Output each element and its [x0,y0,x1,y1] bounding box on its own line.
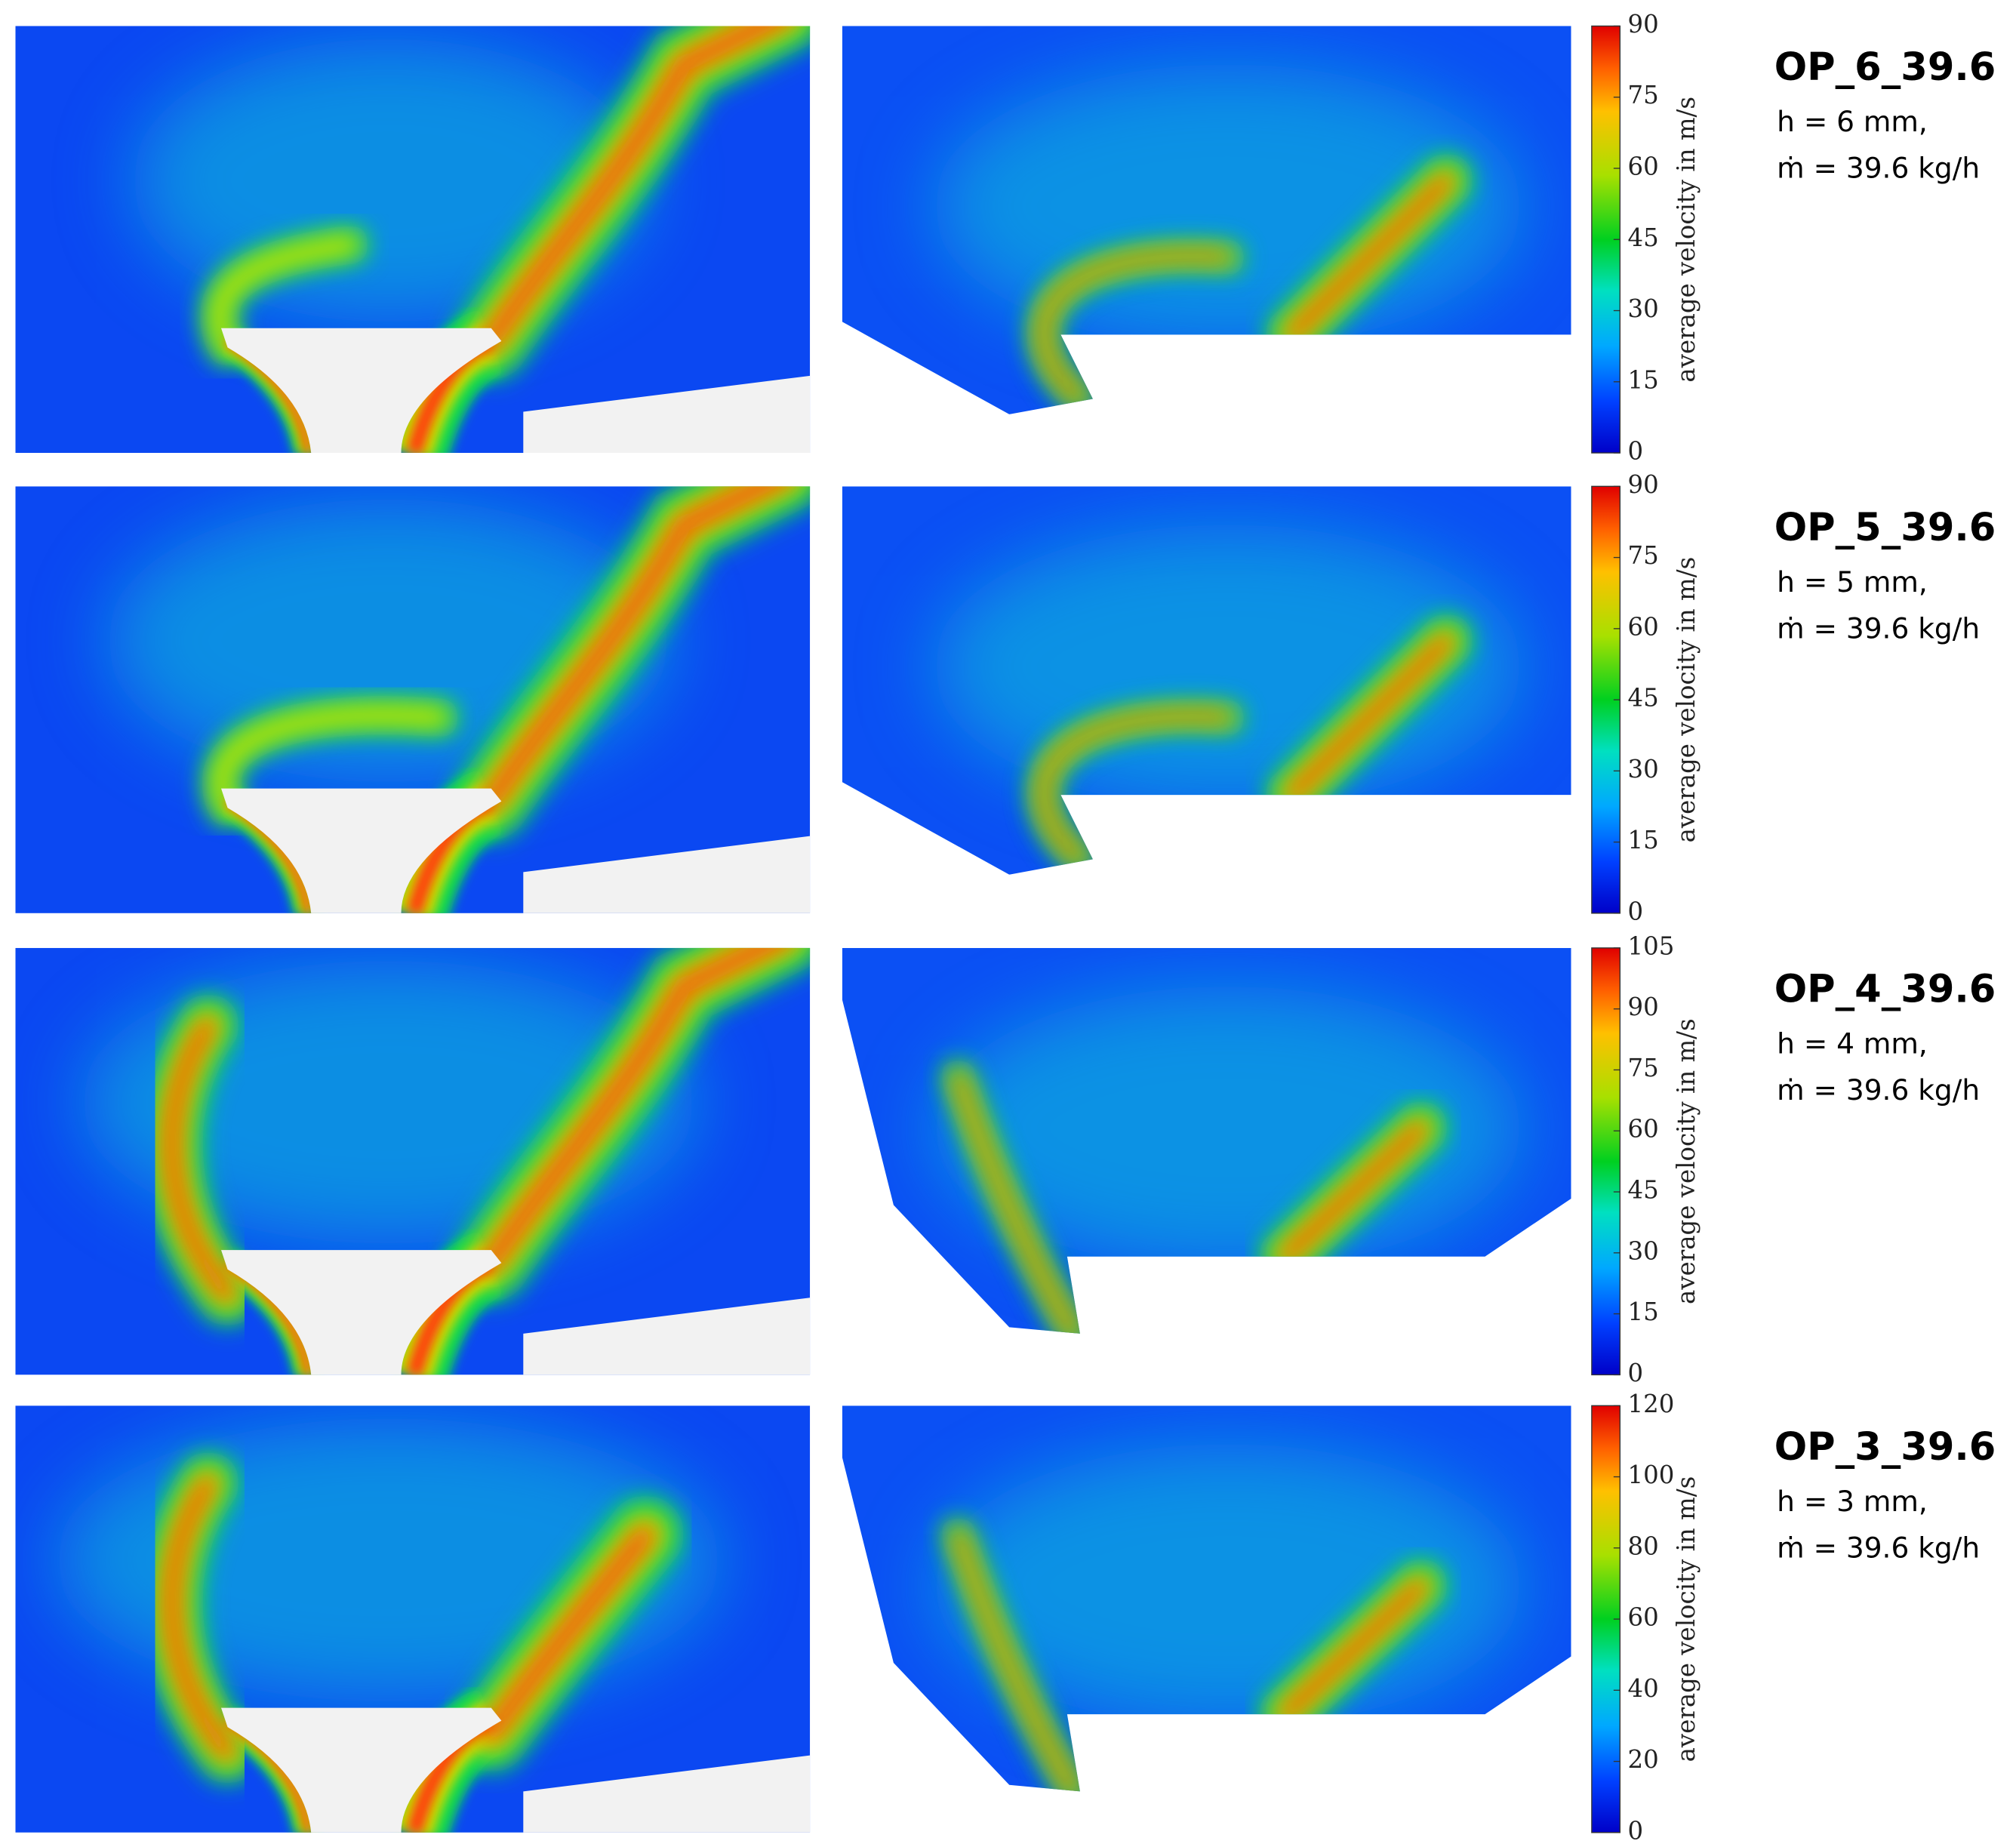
colorbar-tick-label: 100 [1628,1461,1675,1489]
left-field [15,1405,811,1833]
colorbar-tick-label: 45 [1628,223,1659,252]
jet [1039,251,1233,403]
colorbar-tick-label: 15 [1628,1298,1659,1326]
colorbar-tick-label: 80 [1628,1531,1659,1560]
wall [523,1298,811,1375]
colorbar-tick-label: 90 [1628,993,1659,1021]
jet [1285,634,1453,802]
colorbar-tick-label: 20 [1628,1745,1659,1774]
left-field [15,486,811,913]
colorbar-tick-label: 60 [1628,1603,1659,1632]
case-height: h = 6 mm, [1777,105,1928,138]
right-field-clip [842,486,1571,875]
colorbar-tick-label: 60 [1628,1115,1659,1144]
colorbar-label: average velocity in m/s [1672,97,1701,383]
row: 0 15 30 45 60 75 90 105 average velocity in m/s O… [15,931,1996,1387]
case-title: OP_6_39.6 [1774,45,1996,90]
left-field-clip [15,486,811,913]
jet [165,1017,235,1303]
jet [482,947,782,1273]
case-mass-flow: ṁ = 39.6 kg/h [1777,152,1980,185]
jet [210,704,451,819]
colorbar [1591,947,1621,1376]
colorbar-tick-label: 30 [1628,755,1659,783]
jet [1279,1579,1427,1721]
colorbar-tick-label: 60 [1628,152,1659,181]
wall [523,1755,811,1833]
row: 0 15 30 45 60 75 90 average velocity in m/s OP_6… [15,10,1996,466]
wall [523,836,811,913]
colorbar-tick-label: 0 [1628,1816,1644,1845]
left-field-clip [15,1405,811,1833]
case-title: OP_4_39.6 [1774,967,1996,1011]
row: 0 15 30 45 60 75 90 average velocity in m/s OP_5… [15,470,1996,925]
nozzle [220,1250,502,1375]
case-mass-flow: ṁ = 39.6 kg/h [1777,1073,1980,1107]
jet [953,1530,1078,1792]
colorbar-tick-label: 75 [1628,1054,1659,1082]
colorbar-tick-label: 75 [1628,541,1659,570]
case-mass-flow: ṁ = 39.6 kg/h [1777,1531,1980,1564]
left-field-clip [15,947,811,1375]
right-field [842,947,1571,1334]
wall [523,375,811,454]
nozzle [220,788,502,913]
colorbar-tick-label: 0 [1628,897,1644,925]
right-field [842,26,1571,414]
case-height: h = 3 mm, [1777,1485,1928,1518]
colorbar-tick-label: 105 [1628,931,1675,960]
right-field [842,1405,1571,1792]
case-title: OP_5_39.6 [1774,506,1996,550]
right-field [842,486,1571,875]
right-field-clip [842,1405,1571,1792]
colorbar-tick-label: 15 [1628,826,1659,854]
colorbar-tick-label: 0 [1628,1359,1644,1387]
row: 0 20 40 60 80 100 120 average velocity in m/s OP… [15,1390,1996,1845]
colorbar-tick-label: 45 [1628,1176,1659,1205]
colorbar-label: average velocity in m/s [1672,1018,1701,1304]
left-field-clip [15,26,811,454]
jet [482,26,782,350]
jet [953,1072,1078,1334]
colorbar-tick-label: 90 [1628,470,1659,499]
jet [208,233,361,359]
colorbar-tick-label: 30 [1628,294,1659,323]
colorbar-tick-label: 45 [1628,684,1659,713]
colorbar-tick-label: 0 [1628,437,1644,466]
case-mass-flow: ṁ = 39.6 kg/h [1777,611,1980,645]
jet [1039,712,1233,863]
nozzle [220,328,502,454]
nozzle [220,1707,502,1833]
jet [1279,1122,1427,1264]
colorbar-tick-label: 40 [1628,1674,1659,1703]
jet [482,1525,655,1743]
colorbar-label: average velocity in m/s [1672,557,1701,843]
right-field-clip [842,26,1571,414]
colorbar-tick-label: 90 [1628,10,1659,38]
jet [1285,174,1453,341]
colorbar-tick-label: 60 [1628,612,1659,641]
left-field [15,26,811,454]
colorbar-tick-label: 120 [1628,1390,1675,1418]
right-field-clip [842,947,1571,1334]
colorbar-tick-label: 75 [1628,81,1659,109]
left-field [15,947,811,1375]
jet [482,486,782,811]
colorbar-label: average velocity in m/s [1672,1476,1701,1762]
case-height: h = 5 mm, [1777,565,1928,599]
jet [165,1475,235,1760]
case-title: OP_3_39.6 [1774,1425,1996,1470]
colorbar-tick-label: 30 [1628,1236,1659,1265]
case-height: h = 4 mm, [1777,1027,1928,1060]
colorbar-tick-label: 15 [1628,365,1659,394]
